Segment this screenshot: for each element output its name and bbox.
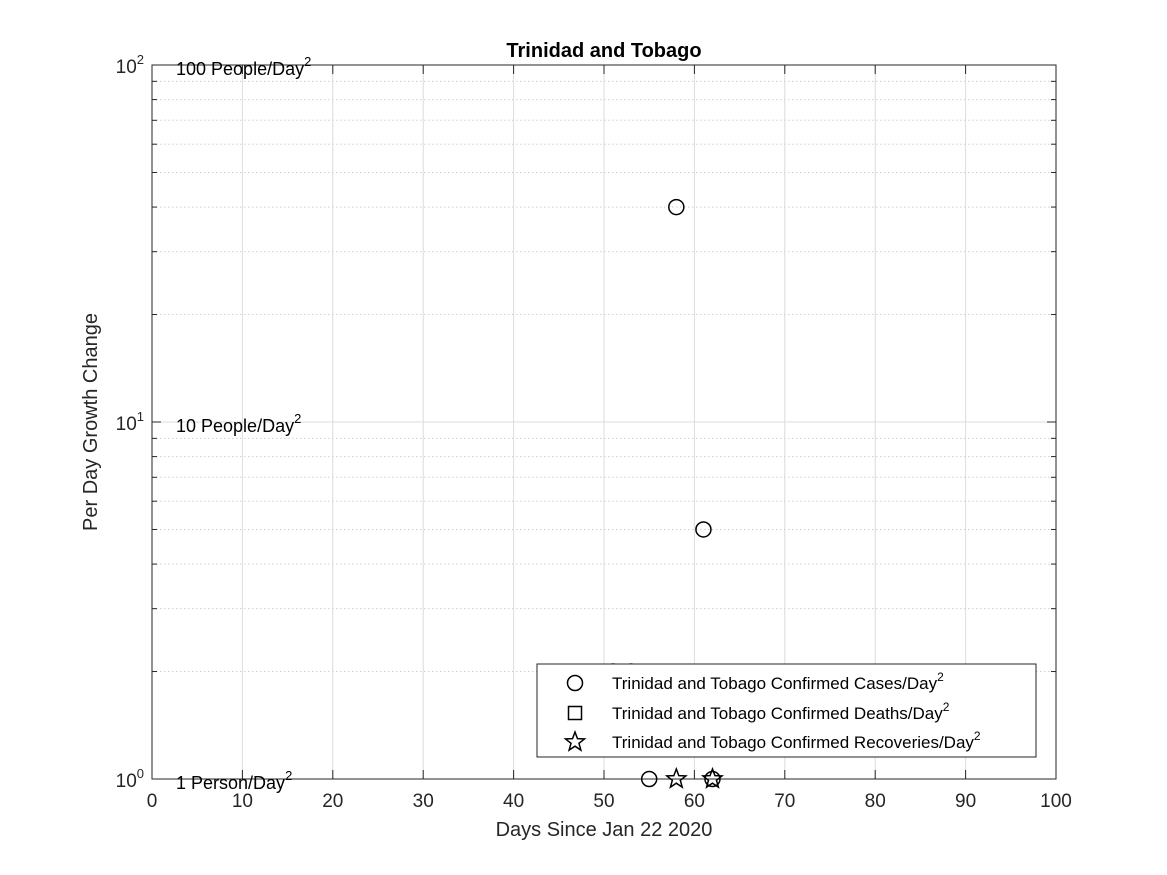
legend: Trinidad and Tobago Confirmed Cases/Day2… <box>536 663 1037 758</box>
circle-data-point <box>640 770 658 788</box>
chart-title: Trinidad and Tobago <box>506 40 701 62</box>
x-tick-label: 40 <box>503 791 524 812</box>
x-tick-label: 60 <box>684 791 705 812</box>
x-tick-label: 50 <box>593 791 614 812</box>
y-tick-label: 101 <box>116 409 144 435</box>
reference-labels: 100 People/Day2 10 People/Day2 1 Person/Da… <box>176 54 311 793</box>
legend-box <box>536 663 1037 758</box>
circle-data-point <box>704 770 721 788</box>
x-tick-label: 20 <box>322 791 343 812</box>
y-tick-label: 102 <box>116 52 144 78</box>
reference-label: 100 People/Day2 <box>176 54 311 79</box>
legend-entry-label: Trinidad and Tobago Confirmed Recoveries… <box>612 729 981 752</box>
x-tick-label: 10 <box>232 791 253 812</box>
star-data-point <box>700 766 725 789</box>
x-axis-label: Days Since Jan 22 2020 <box>496 819 713 841</box>
legend-entry-label: Trinidad and Tobago Confirmed Cases/Day2 <box>612 670 944 693</box>
data-points <box>604 198 725 789</box>
x-tick-label: 30 <box>413 791 434 812</box>
x-tick-label: 70 <box>774 791 795 812</box>
grid <box>152 65 1056 779</box>
x-tick-label: 90 <box>955 791 976 812</box>
x-tick-label: 80 <box>865 791 886 812</box>
legend-square-marker <box>567 705 583 721</box>
y-tick-label: 100 <box>116 766 144 792</box>
star-data-point <box>664 766 688 789</box>
x-tick-label: 0 <box>147 791 158 812</box>
axis-ticks: 0 10 20 30 40 50 60 70 80 90 100 100 101 102 <box>116 52 1072 812</box>
circle-data-point <box>668 198 685 216</box>
reference-label: 10 People/Day2 <box>176 411 301 436</box>
legend-circle-marker <box>566 674 584 692</box>
x-tick-label: 100 <box>1040 791 1072 812</box>
circle-data-point <box>695 521 712 538</box>
y-axis-label: Per Day Growth Change <box>80 313 102 531</box>
legend-star-marker <box>563 729 587 752</box>
legend-entry-label: Trinidad and Tobago Confirmed Deaths/Day… <box>612 700 950 723</box>
reference-label: 1 Person/Day2 <box>176 768 292 793</box>
